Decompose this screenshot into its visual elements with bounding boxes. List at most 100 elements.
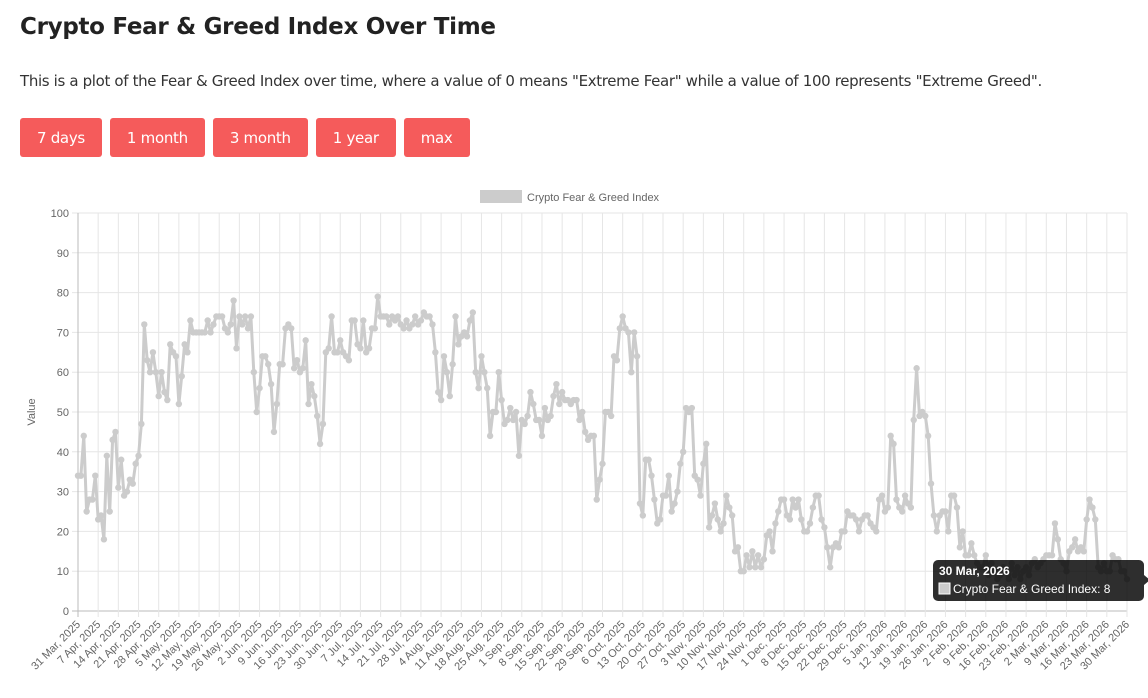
data-point [244,325,252,332]
data-point [590,432,598,440]
data-point [80,432,87,440]
data-point [129,480,136,487]
data-point [645,456,652,463]
legend[interactable]: Crypto Fear & Greed Index [480,190,660,204]
data-point [688,404,696,412]
y-tick-label: 70 [57,327,69,339]
data-point [305,400,312,408]
range-3-month-button[interactable]: 3 month [212,118,308,157]
range-1-month-button[interactable]: 1 month [109,118,205,157]
data-point [1071,536,1079,543]
range-1-year-button[interactable]: 1 year [315,118,396,157]
data-point [250,369,257,376]
page-description: This is a plot of the Fear & Greed Index… [20,72,1042,90]
series-line [74,293,1131,583]
data-point [945,528,952,535]
data-point [665,472,672,479]
data-point [481,369,488,376]
data-point [345,357,353,364]
data-point [792,504,799,511]
data-point [907,504,915,511]
data-point [547,412,554,420]
data-point [146,369,154,376]
data-point [607,412,615,420]
y-axis-label: Value [26,398,38,425]
data-point [953,504,961,511]
data-point [449,361,456,368]
data-point [628,369,635,376]
data-point [463,333,471,340]
data-point [484,384,491,392]
data-point [290,365,298,372]
data-point [930,512,938,519]
data-point [158,369,165,376]
data-point [273,400,281,408]
data-point [515,452,523,459]
data-point [89,496,96,503]
data-point [138,420,145,428]
data-point [795,496,802,503]
data-point [766,528,773,535]
data-point [700,460,707,467]
data-point [769,548,776,555]
data-point [207,329,214,336]
data-point [878,492,886,499]
range-max-button[interactable]: max [403,118,470,157]
data-point [455,341,462,348]
data-point [262,353,269,360]
data-point [662,492,670,499]
data-point [443,369,451,376]
data-point [789,496,796,503]
data-point [230,297,237,304]
data-point [311,392,318,400]
y-tick-label: 10 [57,566,69,578]
data-point [164,396,171,404]
y-ticks: 0 10 20 30 40 50 60 70 80 90 100 [51,208,69,618]
data-point [210,321,217,328]
data-point [968,540,975,547]
data-point [711,500,719,507]
data-point [400,325,407,332]
data-point [775,508,782,515]
data-point [679,448,687,455]
data-point [265,361,272,368]
data-point [826,564,834,571]
data-point [625,329,632,336]
data-point [507,404,514,412]
data-point [596,476,603,483]
data-point [302,337,309,344]
data-point [818,516,825,523]
data-point [201,329,209,336]
data-point [141,321,148,328]
data-point [106,508,113,515]
range-7-days-button[interactable]: 7 days [20,118,102,157]
data-point [509,416,517,424]
legend-label: Crypto Fear & Greed Index [527,192,660,204]
y-tick-label: 40 [57,447,69,459]
data-point [308,380,315,388]
data-point [172,353,180,360]
data-point [132,460,139,467]
data-point [475,384,482,392]
data-point [942,508,949,515]
data-point [1048,552,1056,559]
data-point [579,408,586,416]
data-point [492,408,500,416]
data-point [720,520,727,527]
data-point [550,392,557,400]
data-point [97,512,105,519]
data-point [749,548,756,555]
data-point [535,416,543,424]
data-point [887,432,894,440]
data-point [714,516,721,523]
data-point [293,357,301,364]
data-point [913,365,920,372]
data-point [351,317,358,324]
data-point [411,313,419,320]
data-point [247,313,255,320]
data-point [109,436,116,444]
data-point [558,388,566,396]
data-point [616,325,623,332]
data-point [619,313,626,320]
